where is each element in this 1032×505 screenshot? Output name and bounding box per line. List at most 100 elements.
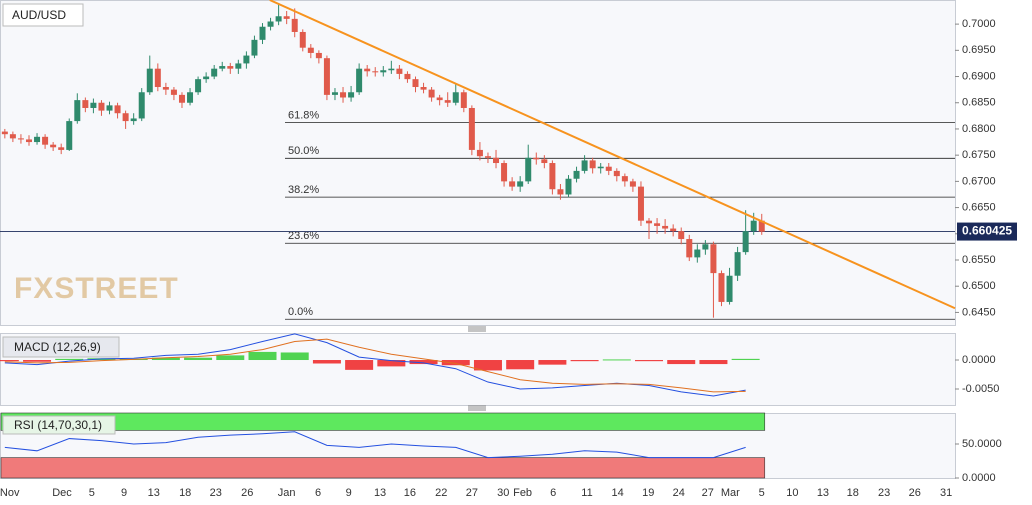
- candle-body: [299, 31, 306, 48]
- macd-histogram-bar: [602, 359, 631, 361]
- macd-histogram-bar: [312, 360, 341, 364]
- x-tick-label: 18: [179, 487, 191, 499]
- candle-body: [34, 136, 41, 143]
- candle-body: [629, 181, 636, 187]
- candle-body: [710, 244, 717, 274]
- candle-body: [291, 18, 298, 32]
- candle-body: [452, 92, 459, 103]
- fib-label: 38.2%: [288, 184, 319, 196]
- fib-label: 0.0%: [288, 306, 313, 318]
- candle-body: [734, 252, 741, 276]
- macd-histogram-bar: [635, 360, 664, 362]
- x-tick-label: 23: [878, 487, 890, 499]
- candle-body: [396, 68, 403, 74]
- y-tick-label: 0.6700: [962, 175, 996, 187]
- candle-body: [654, 223, 661, 226]
- candle-body: [573, 170, 580, 179]
- candle-body: [444, 100, 451, 103]
- candle-body: [718, 273, 725, 302]
- fib-label: 23.6%: [288, 230, 319, 242]
- candle-body: [662, 225, 669, 229]
- y-tick-label: 0.6650: [962, 201, 996, 213]
- x-tick-label: 18: [847, 487, 859, 499]
- macd-histogram-bar: [184, 357, 213, 361]
- candle-body: [315, 52, 322, 59]
- candle-body: [758, 220, 765, 232]
- overbought-zone: [0, 412, 766, 431]
- macd-label: MACD (12,26,9): [14, 340, 101, 354]
- y-tick-label: 0.6450: [962, 306, 996, 318]
- candle-body: [404, 73, 411, 80]
- macd-histogram-bar: [538, 360, 567, 365]
- y-tick-label: 0.6750: [962, 149, 996, 161]
- rsi-tick-label: 50.0000: [962, 438, 1002, 450]
- resize-handle[interactable]: [468, 326, 486, 411]
- candle-body: [468, 107, 475, 150]
- fib-label: 61.8%: [288, 110, 319, 122]
- y-tick-label: 0.7000: [962, 18, 996, 30]
- main-panel: [0, 0, 956, 326]
- candle-body: [436, 97, 443, 101]
- macd-histogram-bar: [731, 358, 760, 361]
- macd-tick-label: -0.0050: [962, 383, 999, 395]
- candle-body: [195, 79, 202, 93]
- macd-histogram-bar: [248, 351, 277, 361]
- oversold-zone: [0, 457, 766, 479]
- candle-body: [243, 55, 250, 64]
- candle-body: [9, 134, 16, 139]
- candle-body: [533, 157, 540, 160]
- x-tick-label: 9: [121, 487, 127, 499]
- x-tick-label: 6: [550, 487, 556, 499]
- candle-body: [203, 76, 210, 80]
- candle-body: [621, 176, 628, 182]
- macd-histogram-bar: [151, 357, 180, 361]
- y-tick-label: 0.6900: [962, 70, 996, 82]
- y-tick-label: 0.6500: [962, 280, 996, 292]
- x-tick-label: 16: [404, 487, 416, 499]
- fib-label: 50.0%: [288, 145, 319, 157]
- x-tick-label: Feb: [513, 487, 532, 499]
- candle-body: [589, 160, 596, 169]
- macd-histogram-bar: [409, 360, 438, 365]
- x-tick-label: Jan: [278, 487, 296, 499]
- x-tick-label: 26: [241, 487, 253, 499]
- candle-body: [275, 16, 282, 22]
- price-tag-label: 0.660425: [962, 224, 1012, 238]
- x-tick-label: 6: [315, 487, 321, 499]
- x-tick-label: Nov: [0, 487, 20, 499]
- x-tick-label: 30: [497, 487, 509, 499]
- macd-histogram-bar: [23, 360, 52, 362]
- candle-body: [283, 16, 290, 19]
- candle-body: [235, 63, 242, 69]
- macd-tick-label: 0.0000: [962, 354, 996, 366]
- y-tick-label: 0.6800: [962, 123, 996, 135]
- candle-body: [364, 68, 371, 72]
- candle-body: [637, 186, 644, 221]
- x-tick-label: 27: [466, 487, 478, 499]
- x-tick-label: Dec: [52, 487, 72, 499]
- macd-histogram-bar: [667, 360, 696, 365]
- candle-body: [251, 39, 258, 56]
- candle-body: [162, 87, 169, 90]
- candle-body: [138, 92, 145, 119]
- candle-body: [50, 144, 57, 148]
- candle-body: [178, 94, 185, 103]
- candle-body: [130, 118, 137, 122]
- candle-body: [170, 89, 177, 95]
- candle-body: [565, 178, 572, 195]
- candle-body: [750, 220, 757, 232]
- macd-histogram-bar: [216, 355, 245, 361]
- y-tick-label: 0.6850: [962, 97, 996, 109]
- trendline: [269, 0, 956, 310]
- x-tick-label: 9: [346, 487, 352, 499]
- candle-body: [348, 92, 355, 98]
- candle-body: [678, 231, 685, 240]
- candle-body: [323, 58, 330, 95]
- candle-body: [267, 21, 274, 27]
- candle-body: [581, 160, 588, 171]
- candle-body: [420, 87, 427, 90]
- x-tick-label: 27: [702, 487, 714, 499]
- candle-body: [372, 71, 379, 73]
- signal-line: [4, 338, 746, 393]
